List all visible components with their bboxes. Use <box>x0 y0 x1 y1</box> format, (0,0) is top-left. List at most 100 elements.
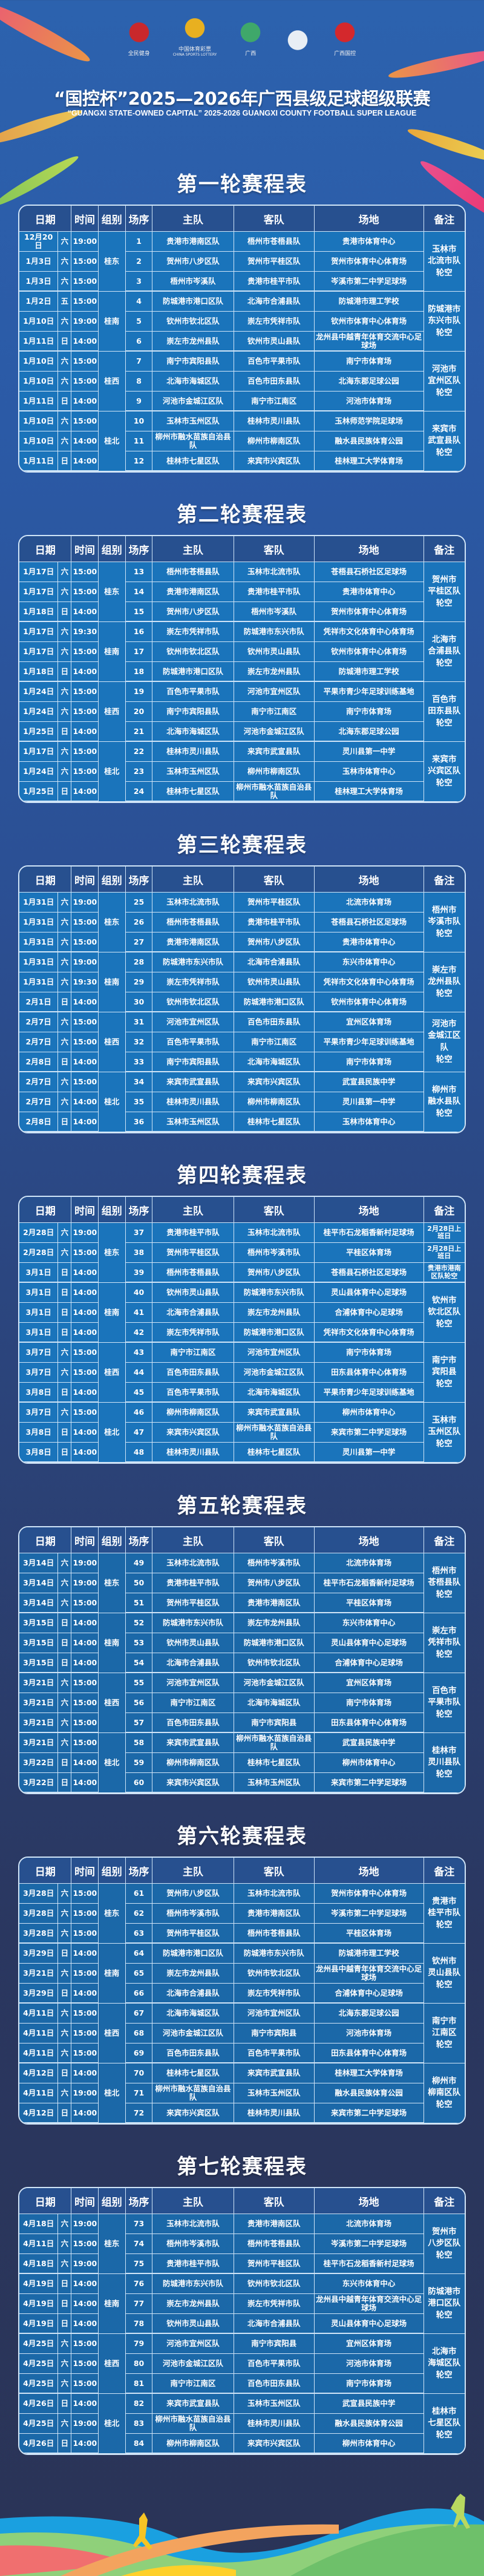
match-date: 3月29日 <box>19 1984 59 2004</box>
match-time: 19:00 <box>71 1553 99 1573</box>
venue: 灵山县体育中心足球场 <box>314 2314 424 2334</box>
table-row: 3月21日六 15:00 57 百色市田东县队 南宁市宾阳县 田东县体育中心体育场 <box>19 1713 465 1733</box>
match-date: 1月10日 <box>19 411 59 431</box>
match-number: 20 <box>125 702 153 722</box>
table-row: 3月21日六 15:00 桂西 55 河池市宜州区队 河池市金城江区队 宜州区体育场 百色市平… <box>19 1673 465 1733</box>
match-time: 14:00 <box>71 1984 99 2004</box>
table-row: 3月28日六 15:00 桂东 61 贺州市八步区队 玉林市北流市队 贺州市体育中心体育场贵… <box>19 1884 465 1944</box>
table-row: 4月25日六 15:00 80 河池市金城江区队 百色市平果市队 河池市体育场 <box>19 2354 465 2374</box>
match-number: 67 <box>125 2004 153 2024</box>
match-number: 73 <box>125 2214 153 2234</box>
group-name: 桂东 <box>98 2214 126 2274</box>
match-date: 3月28日 <box>19 1884 59 1904</box>
column-header: 主队 <box>152 536 234 562</box>
column-header: 主队 <box>152 867 234 893</box>
match-number: 47 <box>125 1423 153 1443</box>
round-4: 第四轮赛程表 日期 时间 组别 场序 主队 客队 场地 备注 2月28日六 19:00 桂东 37 贵港市… <box>18 1161 466 1464</box>
remark: 梧州市 岑溪市队 轮空 <box>424 893 465 952</box>
column-header: 客队 <box>234 1197 315 1223</box>
table-row: 1月10日六 15:00 桂西 7 南宁市宾阳县队 百色市平果市队 南宁市体育场 河池市 宜州区… <box>19 352 465 411</box>
page-title: “国控杯”2025—2026年广西县级足球超级联赛 <box>53 88 431 109</box>
match-date: 1月17日 <box>19 582 59 602</box>
match-weekday: 六 <box>58 372 72 392</box>
match-number: 46 <box>125 1403 153 1423</box>
away-team: 北海市海城区队 <box>234 1383 315 1403</box>
venue: 钦州市体育中心体育场 <box>314 642 424 662</box>
group-name: 桂南 <box>98 292 126 352</box>
remark: 2月28日上班日 <box>424 1223 465 1243</box>
table-row: 4月18日六 19:00 75 贵港市桂平市队 贺州市平桂区队 桂平市石龙稻香新村足球场 <box>19 2254 465 2274</box>
match-time: 15:00 <box>71 352 99 372</box>
match-weekday: 六 <box>58 972 72 992</box>
match-date: 12月20日 <box>19 232 59 252</box>
table-row: 4月11日六 15:00 桂西 67 北海市海城区队 河池市宜州区队 北海东郡足球公园 南宁市… <box>19 2004 465 2063</box>
table-row: 3月21日六 15:00 56 南宁市江南区 北海市海城区队 南宁市体育场 <box>19 1693 465 1713</box>
match-weekday: 六 <box>58 1884 72 1904</box>
venue: 东兴市体育中心 <box>314 1613 424 1633</box>
venue: 北流市体育场 <box>314 2214 424 2234</box>
match-weekday: 六 <box>58 411 72 431</box>
match-time: 19:00 <box>71 2414 99 2434</box>
home-team: 崇左市龙州县队 <box>152 1964 234 1984</box>
match-number: 52 <box>125 1613 153 1633</box>
match-weekday: 六 <box>58 582 72 602</box>
match-weekday: 日 <box>58 2274 72 2294</box>
home-team: 桂林市七星区队 <box>152 451 234 471</box>
venue: 来宾市第二中学足球场 <box>314 2103 424 2123</box>
venue: 田东县体育中心体育场 <box>314 2043 424 2063</box>
match-number: 75 <box>125 2254 153 2274</box>
page-subtitle: “GUANGXI STATE-OWNED CAPITAL” 2025-2026 … <box>67 109 417 117</box>
home-team: 桂林市七星区队 <box>152 2063 234 2083</box>
match-time: 14:00 <box>71 782 99 802</box>
match-date: 4月19日 <box>19 2314 59 2334</box>
away-team: 河池市宜州区队 <box>234 682 315 702</box>
home-team: 钦州市灵山县队 <box>152 2314 234 2334</box>
away-team: 百色市田东县队 <box>234 2374 315 2394</box>
match-time: 15:00 <box>71 1032 99 1052</box>
guangxi-guokong-logo: 广西国控 <box>332 21 359 57</box>
column-header: 组别 <box>98 1197 126 1223</box>
match-weekday: 日 <box>58 1283 72 1303</box>
round-title: 第四轮赛程表 <box>177 1164 307 1188</box>
table-row: 1月31日六 19:30 29 崇左市凭祥市队 钦州市灵山县队 凭祥市文化体育中心体育场 <box>19 972 465 992</box>
match-time: 14:00 <box>71 1423 99 1443</box>
column-header: 备注 <box>424 536 465 562</box>
away-team: 南宁市江南区 <box>234 392 315 411</box>
away-team: 来宾市武宣县队 <box>234 742 315 762</box>
home-team: 玉林市北流市队 <box>152 2214 234 2234</box>
venue: 贺州市体育中心体育场 <box>314 252 424 272</box>
home-team: 钦州市钦北区队 <box>152 312 234 332</box>
match-weekday: 六 <box>58 1243 72 1263</box>
match-weekday: 六 <box>58 702 72 722</box>
away-team: 来宾市兴宾区队 <box>234 451 315 471</box>
venue: 平果市青少年足球训练基地 <box>314 682 424 702</box>
match-number: 66 <box>125 1984 153 2004</box>
match-weekday: 六 <box>58 2334 72 2354</box>
round-5: 第五轮赛程表 日期 时间 组别 场序 主队 客队 场地 备注 3月14日六 19:00 桂东 49 玉林市… <box>18 1491 466 1794</box>
column-header: 场序 <box>125 206 153 232</box>
away-team: 来宾市武宣县队 <box>234 2063 315 2083</box>
column-header: 客队 <box>234 867 315 893</box>
logo-text: 广西国控 <box>334 51 356 57</box>
match-date: 2月7日 <box>19 1072 59 1092</box>
match-weekday: 六 <box>58 1012 72 1032</box>
venue: 北海东郡足球公园 <box>314 722 424 742</box>
home-team: 贵港市桂平市队 <box>152 2254 234 2274</box>
group-name: 桂西 <box>98 352 126 411</box>
match-weekday: 日 <box>58 1112 72 1132</box>
table-row: 1月11日日 14:00 6 崇左市龙州县队 钦州市灵山县队 龙州县中越青年体育交流中心足… <box>19 332 465 352</box>
column-header: 场序 <box>125 2188 153 2214</box>
home-team: 河池市宜州区队 <box>152 1673 234 1693</box>
match-date: 1月17日 <box>19 622 59 642</box>
table-row: 4月11日六 19:00 71 柳州市融水苗族自治县队 玉林市玉州区队 融水县民族体育公园 <box>19 2083 465 2103</box>
home-team: 北海市合浦县队 <box>152 1653 234 1673</box>
match-number: 33 <box>125 1052 153 1072</box>
match-date: 1月18日 <box>19 662 59 682</box>
match-date: 3月15日 <box>19 1633 59 1653</box>
table-row: 3月14日六 19:00 桂东 49 玉林市北流市队 梧州市岑溪市队 北流市体育场 梧州市 苍梧… <box>19 1553 465 1613</box>
match-date: 3月14日 <box>19 1553 59 1573</box>
column-header: 时间 <box>71 536 99 562</box>
table-row: 3月8日日 14:00 47 来宾市兴宾区队 柳州市融水苗族自治县队 来宾市第二中学足球场 <box>19 1423 465 1443</box>
match-weekday: 六 <box>58 1904 72 1924</box>
venue: 贺州市体育中心体育场 <box>314 602 424 622</box>
